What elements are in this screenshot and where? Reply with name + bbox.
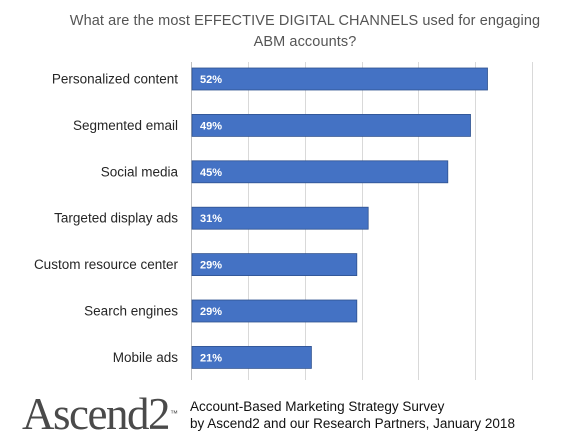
bar (191, 67, 488, 91)
category-labels: Personalized content Segmented email Socia… (34, 72, 179, 365)
category-label: Search engines (84, 304, 178, 319)
bar (191, 160, 449, 184)
category-label: Segmented email (73, 118, 178, 133)
chart-title: What are the most EFFECTIVE DIGITAL CHAN… (69, 13, 541, 50)
value-label: 29% (200, 260, 222, 272)
category-label: Social media (101, 164, 179, 179)
value-label: 29% (200, 306, 222, 318)
ascend2-logo: Ascend2™ (22, 389, 178, 439)
value-labels: 52% 49% 45% 31% 29% 29% 21% (200, 74, 222, 364)
source-note: Account-Based Marketing Strategy Survey … (190, 398, 575, 432)
bar (191, 299, 358, 323)
bar (191, 253, 358, 277)
value-label: 45% (200, 167, 222, 179)
bars (191, 67, 488, 369)
value-label: 31% (200, 213, 222, 225)
category-label: Mobile ads (113, 350, 179, 365)
bar (191, 206, 369, 230)
value-label: 52% (200, 74, 222, 86)
bar-chart: Personalized content Segmented email Socia… (34, 62, 533, 380)
value-label: 49% (200, 120, 222, 132)
value-label: 21% (200, 352, 222, 364)
bar (191, 345, 312, 369)
category-label: Targeted display ads (54, 211, 178, 226)
category-label: Custom resource center (34, 257, 179, 272)
logo-text: Ascend2 (22, 389, 170, 439)
category-label: Personalized content (52, 72, 178, 87)
bar (191, 114, 471, 137)
source-line-2: by Ascend2 and our Research Partners, Ja… (190, 416, 515, 431)
trademark-mark: ™ (169, 409, 178, 418)
source-line-1: Account-Based Marketing Strategy Survey (190, 399, 445, 414)
